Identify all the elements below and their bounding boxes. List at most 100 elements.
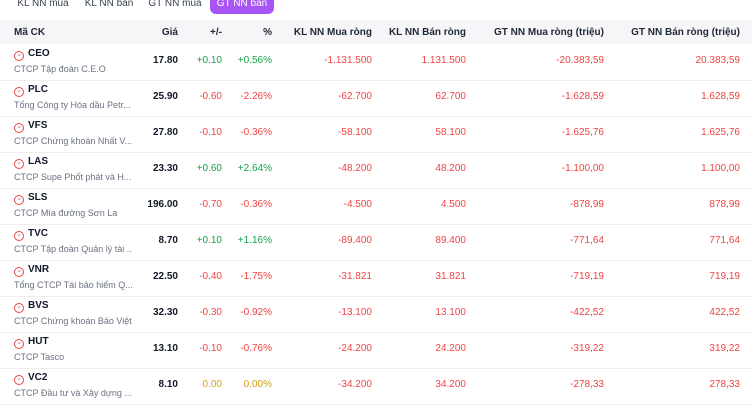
percent-cell: -1.75% bbox=[240, 271, 272, 282]
price-cell: 13.10 bbox=[152, 343, 178, 354]
header-net-sell-vol: KL NN Bán ròng bbox=[388, 27, 466, 38]
symbol-text: VC2 bbox=[28, 372, 48, 383]
change-cell: -0.70 bbox=[199, 199, 222, 210]
net-sell-vol-cell: 48.200 bbox=[435, 163, 466, 174]
net-sell-val-cell: 719,19 bbox=[709, 271, 740, 282]
trend-circle-icon: − bbox=[14, 159, 24, 169]
tab-gt-nn-mua[interactable]: GT NN mua bbox=[148, 0, 202, 9]
company-name: Tổng CTCP Tái bảo hiểm Q... bbox=[14, 280, 132, 290]
net-sell-vol-cell: 58.100 bbox=[435, 127, 466, 138]
table-row[interactable]: − VC2 CTCP Đầu tư và Xây dựng ... 8.10 0.00 0… bbox=[0, 368, 752, 405]
price-cell: 8.70 bbox=[158, 235, 178, 246]
net-buy-vol-cell: -89.400 bbox=[338, 235, 372, 246]
symbol-cell[interactable]: − CEO bbox=[14, 48, 50, 61]
net-buy-vol-cell: -13.100 bbox=[338, 307, 372, 318]
tab-kl-nn-mua[interactable]: KL NN mua bbox=[17, 0, 69, 9]
change-cell: +0.60 bbox=[196, 163, 222, 174]
table-row[interactable]: − VNR Tổng CTCP Tái bảo hiểm Q... 22.50 -0.4… bbox=[0, 260, 752, 297]
net-sell-vol-cell: 4.500 bbox=[440, 199, 466, 210]
net-sell-vol-cell: 1.131.500 bbox=[421, 55, 467, 66]
net-buy-val-cell: -1.625,76 bbox=[561, 127, 604, 138]
company-name: CTCP Đầu tư và Xây dựng ... bbox=[14, 388, 132, 398]
trend-circle-icon: − bbox=[14, 375, 24, 385]
percent-cell: -2.26% bbox=[240, 91, 272, 102]
symbol-cell[interactable]: − VFS bbox=[14, 120, 47, 133]
table-row[interactable]: − TVC CTCP Tập đoàn Quản lý tài ... 8.70 +0.… bbox=[0, 224, 752, 261]
symbol-cell[interactable]: − VNR bbox=[14, 264, 49, 277]
net-buy-vol-cell: -58.100 bbox=[338, 127, 372, 138]
net-sell-val-cell: 278,33 bbox=[709, 379, 740, 390]
symbol-cell[interactable]: − LAS bbox=[14, 156, 48, 169]
price-cell: 8.10 bbox=[158, 379, 178, 390]
percent-cell: 0.00% bbox=[243, 379, 272, 390]
change-cell: +0.10 bbox=[196, 55, 222, 66]
symbol-text: TVC bbox=[28, 228, 48, 239]
percent-cell: +0.56% bbox=[237, 55, 272, 66]
net-sell-val-cell: 422,52 bbox=[709, 307, 740, 318]
change-cell: -0.60 bbox=[199, 91, 222, 102]
net-buy-vol-cell: -34.200 bbox=[338, 379, 372, 390]
header-net-buy-vol: KL NN Mua ròng bbox=[293, 27, 372, 38]
header-net-buy-val: GT NN Mua ròng (triệu) bbox=[494, 27, 604, 38]
net-buy-val-cell: -878,99 bbox=[570, 199, 604, 210]
change-cell: -0.30 bbox=[199, 307, 222, 318]
symbol-cell[interactable]: − BVS bbox=[14, 300, 49, 313]
symbol-cell[interactable]: − SLS bbox=[14, 192, 47, 205]
table-row[interactable]: − CEO CTCP Tập đoàn C.E.O 17.80 +0.10 +0.56% -… bbox=[0, 44, 752, 81]
symbol-text: SLS bbox=[28, 192, 48, 203]
change-cell: -0.10 bbox=[199, 127, 222, 138]
trend-circle-icon: − bbox=[14, 87, 24, 97]
company-name: CTCP Chứng khoán Bảo Việt bbox=[14, 316, 132, 326]
symbol-text: VFS bbox=[28, 120, 48, 131]
change-cell: 0.00 bbox=[202, 379, 222, 390]
net-buy-val-cell: -771,64 bbox=[570, 235, 604, 246]
symbol-text: LAS bbox=[28, 156, 48, 167]
trend-circle-icon: − bbox=[14, 303, 24, 313]
table-row[interactable]: − BVS CTCP Chứng khoán Bảo Việt 32.30 -0.30 -… bbox=[0, 296, 752, 333]
net-sell-vol-cell: 34.200 bbox=[435, 379, 466, 390]
price-cell: 27.80 bbox=[152, 127, 178, 138]
percent-cell: -0.36% bbox=[240, 199, 272, 210]
net-sell-val-cell: 1.628,59 bbox=[701, 91, 740, 102]
header-symbol: Mã CK bbox=[14, 27, 46, 38]
symbol-text: PLC bbox=[28, 84, 48, 95]
table-header: Mã CK Giá +/- % KL NN Mua ròng KL NN Bán… bbox=[0, 20, 752, 44]
price-cell: 17.80 bbox=[152, 55, 178, 66]
trend-circle-icon: − bbox=[14, 195, 24, 205]
company-name: CTCP Supe Phốt phát và H... bbox=[14, 172, 132, 182]
table-row[interactable]: − SLS CTCP Mía đường Sơn La 196.00 -0.70 -0.3… bbox=[0, 188, 752, 225]
net-buy-val-cell: -278,33 bbox=[570, 379, 604, 390]
trend-circle-icon: − bbox=[14, 123, 24, 133]
price-cell: 25.90 bbox=[152, 91, 178, 102]
net-sell-vol-cell: 13.100 bbox=[435, 307, 466, 318]
tab-kl-nn-ban[interactable]: KL NN bán bbox=[84, 0, 134, 9]
table-row[interactable]: − VFS CTCP Chứng khoán Nhất V... 27.80 -0.10… bbox=[0, 116, 752, 153]
net-sell-vol-cell: 62.700 bbox=[435, 91, 466, 102]
net-sell-val-cell: 20.383,59 bbox=[695, 55, 741, 66]
company-name: CTCP Mía đường Sơn La bbox=[14, 208, 118, 218]
net-buy-val-cell: -1.100,00 bbox=[561, 163, 604, 174]
net-sell-val-cell: 1.100,00 bbox=[701, 163, 740, 174]
symbol-cell[interactable]: − HUT bbox=[14, 336, 49, 349]
change-cell: -0.40 bbox=[199, 271, 222, 282]
net-buy-val-cell: -422,52 bbox=[570, 307, 604, 318]
net-sell-val-cell: 771,64 bbox=[709, 235, 740, 246]
table-row[interactable]: − LAS CTCP Supe Phốt phát và H... 23.30 +0.6… bbox=[0, 152, 752, 189]
percent-cell: +1.16% bbox=[237, 235, 272, 246]
trend-circle-icon: − bbox=[14, 231, 24, 241]
percent-cell: -0.92% bbox=[240, 307, 272, 318]
net-buy-vol-cell: -31.821 bbox=[338, 271, 372, 282]
price-cell: 32.30 bbox=[152, 307, 178, 318]
header-net-sell-val: GT NN Bán ròng (triệu) bbox=[631, 27, 740, 38]
table-row[interactable]: − HUT CTCP Tasco 13.10 -0.10 -0.76% -24.200 24.… bbox=[0, 332, 752, 369]
company-name: Tổng Công ty Hóa dầu Petr... bbox=[14, 100, 131, 110]
price-cell: 196.00 bbox=[147, 199, 178, 210]
symbol-cell[interactable]: − TVC bbox=[14, 228, 48, 241]
change-cell: +0.10 bbox=[196, 235, 222, 246]
net-sell-vol-cell: 89.400 bbox=[435, 235, 466, 246]
symbol-cell[interactable]: − PLC bbox=[14, 84, 48, 97]
tab-gt-nn-ban[interactable]: GT NN bán bbox=[210, 0, 274, 14]
table-row[interactable]: − PLC Tổng Công ty Hóa dầu Petr... 25.90 -0.… bbox=[0, 80, 752, 117]
percent-cell: +2.64% bbox=[237, 163, 272, 174]
symbol-cell[interactable]: − VC2 bbox=[14, 372, 47, 385]
